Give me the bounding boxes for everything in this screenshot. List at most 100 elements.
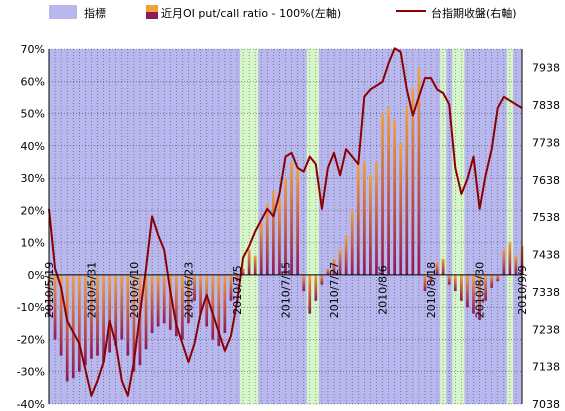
shaded-region	[258, 49, 307, 404]
bar	[150, 274, 154, 333]
bar	[484, 274, 487, 301]
legend-swatch-bar-top	[146, 5, 158, 12]
bar	[59, 274, 63, 356]
y-tick-label-left: -10%	[17, 301, 45, 314]
bar	[217, 274, 221, 346]
y-tick-label-left: 0%	[28, 269, 45, 282]
bar	[508, 242, 512, 275]
y-tick-label-left: -20%	[17, 333, 45, 346]
y-tick-label-left: 40%	[21, 140, 45, 153]
bar	[387, 107, 390, 275]
bar	[77, 274, 81, 372]
bar	[247, 249, 251, 275]
bar	[187, 274, 190, 324]
bar	[278, 197, 281, 275]
legend: 指標 近月OI put/call ratio - 100%(左軸) 台指期收盤(…	[49, 5, 517, 20]
bar	[272, 191, 275, 275]
bar	[417, 68, 421, 275]
y-tick-label-left: 50%	[21, 108, 45, 121]
bar	[211, 274, 215, 340]
bar	[447, 274, 451, 285]
bar	[338, 249, 342, 275]
y-tick-label-left: 10%	[21, 237, 45, 250]
y-tick-label-right: 7638	[532, 174, 560, 187]
bar	[399, 142, 403, 275]
bar	[356, 165, 360, 275]
y-axis-right-labels: 7938 7838 7738 7638 7538 7438 7338 7238 7138 7038	[532, 62, 560, 411]
bar	[314, 274, 318, 301]
bar	[265, 203, 269, 275]
bar	[284, 178, 287, 275]
bar	[472, 274, 475, 314]
bar	[478, 274, 481, 321]
bar	[429, 274, 433, 282]
bar	[302, 274, 306, 292]
bar	[326, 268, 330, 275]
x-tick-label: 2010/5/19	[43, 262, 56, 318]
x-tick-label: 2010/5/31	[85, 262, 98, 318]
bar	[144, 274, 148, 350]
x-tick-label: 2010/6/23	[182, 262, 195, 318]
bar	[405, 107, 409, 275]
y-tick-label-left: -40%	[17, 398, 45, 411]
bar	[362, 161, 366, 275]
bar	[241, 268, 245, 275]
y-tick-label-left: 20%	[21, 204, 45, 217]
bar	[132, 274, 136, 372]
y-tick-label-right: 7538	[532, 211, 560, 224]
x-tick-label: 2010/7/5	[231, 265, 244, 314]
bar	[181, 274, 184, 340]
bar	[205, 274, 209, 327]
bar	[308, 274, 312, 314]
shaded-region	[49, 49, 241, 404]
y-axis-left-labels: 70% 60% 50% 40% 30% 20% 10% 0% -10% -20% -30% -40%	[17, 43, 45, 411]
bar	[411, 87, 415, 275]
bar	[193, 274, 196, 301]
bar	[65, 274, 69, 382]
bar	[199, 274, 202, 314]
bar	[84, 274, 87, 366]
x-tick-label: 2010/6/10	[128, 262, 141, 318]
bar	[90, 274, 93, 359]
y-tick-label-right: 7338	[532, 286, 560, 299]
x-tick-label: 2010/7/27	[328, 262, 341, 318]
bar	[435, 262, 439, 275]
bar	[320, 274, 324, 285]
bar	[502, 249, 506, 275]
bar	[514, 255, 518, 275]
y-tick-label-left: -30%	[17, 366, 45, 379]
legend-label-line: 台指期收盤(右軸)	[431, 6, 517, 20]
legend-label-shade: 指標	[84, 6, 106, 20]
bar	[350, 210, 354, 275]
y-tick-label-left: 70%	[21, 43, 45, 56]
bar	[156, 274, 160, 327]
bar-series	[47, 68, 524, 382]
line-series	[48, 47, 523, 397]
y-tick-label-right: 7238	[532, 323, 560, 336]
bar	[296, 168, 299, 275]
y-tick-label-right: 7138	[532, 361, 560, 374]
y-tick-label-right: 7938	[532, 62, 560, 75]
axes	[48, 49, 523, 404]
shaded-region	[512, 49, 522, 404]
bar	[381, 113, 384, 275]
bar	[168, 274, 172, 330]
bar	[344, 236, 348, 275]
bar	[120, 274, 124, 340]
legend-swatch-shade	[49, 5, 77, 19]
bar	[259, 223, 263, 275]
bar	[375, 161, 378, 275]
bar	[108, 274, 112, 353]
y-tick-label-left: 30%	[21, 172, 45, 185]
y-tick-label-right: 7738	[532, 136, 560, 149]
x-axis-labels: 2010/5/19 2010/5/31 2010/6/10 2010/6/23 2010…	[43, 262, 529, 318]
bar	[71, 274, 75, 379]
legend-label-bar: 近月OI put/call ratio - 100%(左軸)	[161, 6, 341, 20]
bar	[53, 274, 57, 340]
bar	[229, 274, 233, 301]
bar	[369, 174, 372, 275]
x-tick-label: 2010/9/9	[516, 265, 529, 314]
bar	[162, 274, 166, 324]
x-tick-label: 2010/8/30	[474, 262, 487, 318]
